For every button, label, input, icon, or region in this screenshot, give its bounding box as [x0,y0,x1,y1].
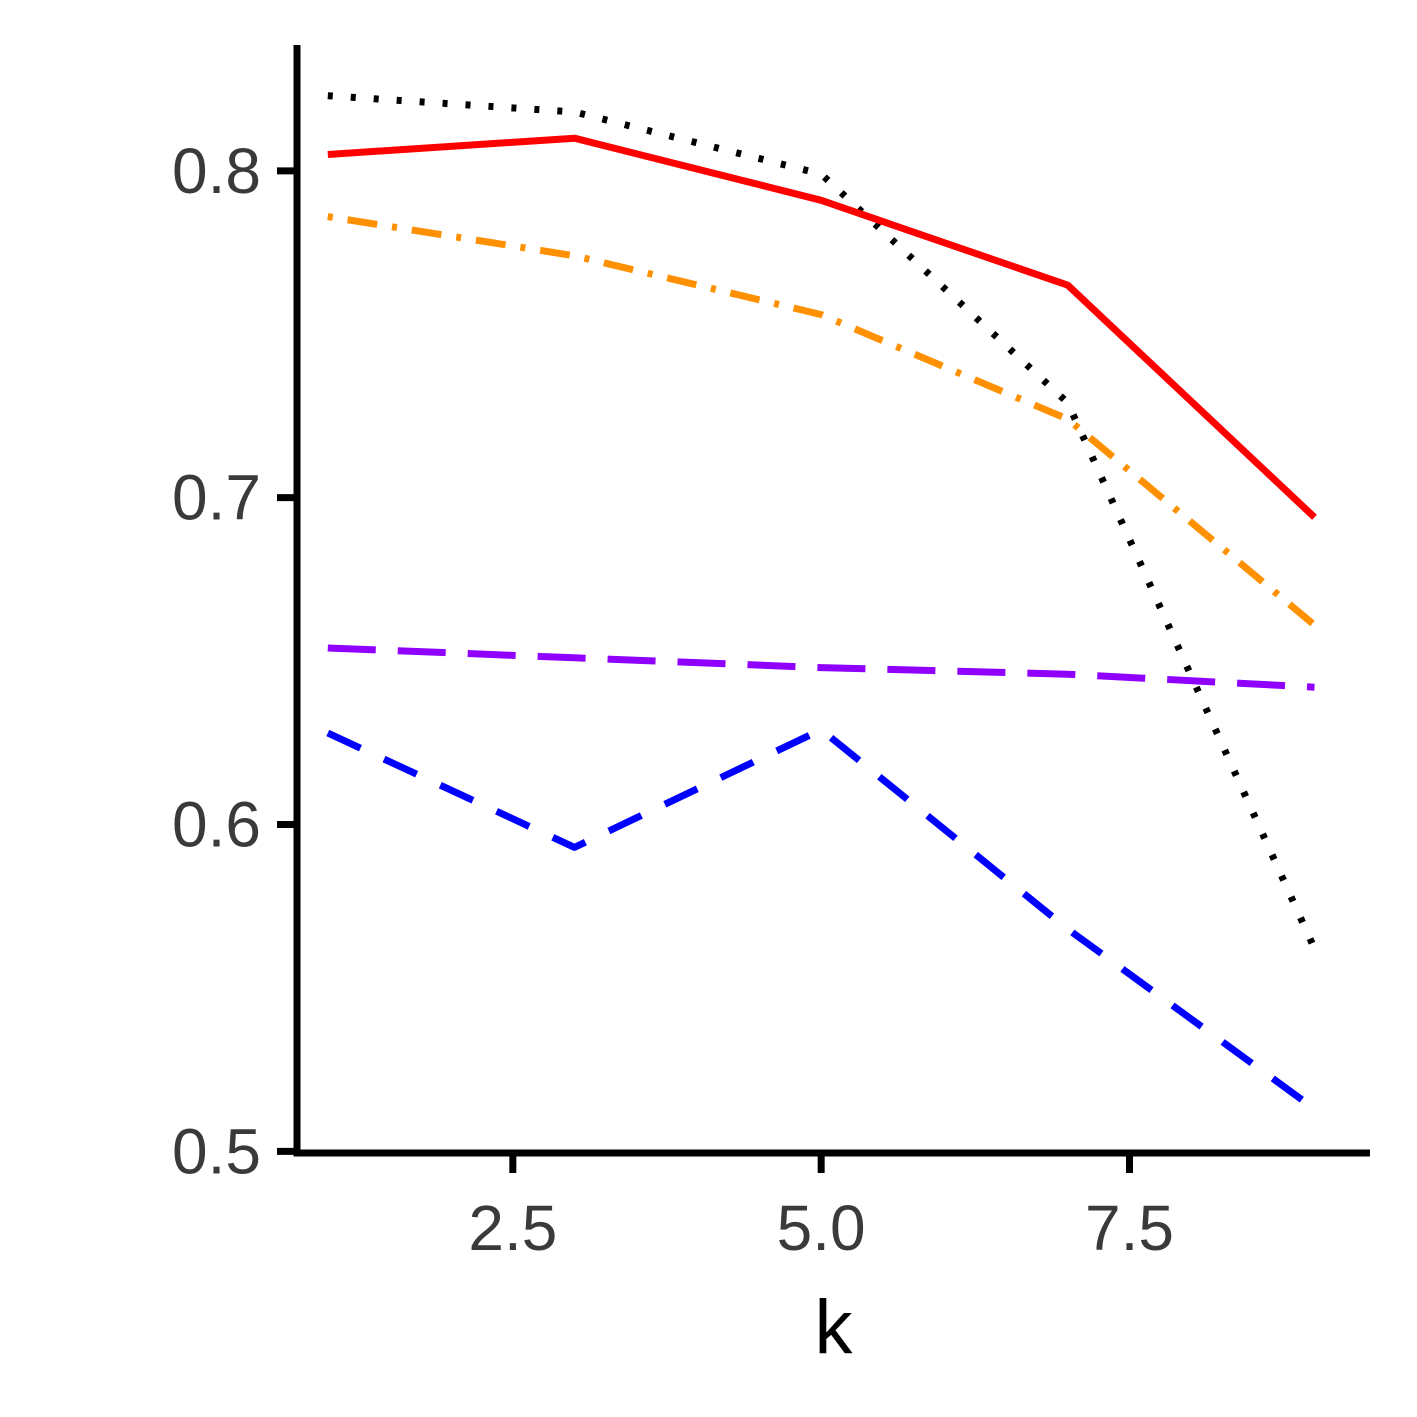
axes-layer [293,45,1370,1157]
y-tick-label: 0.8 [172,135,261,207]
x-axis-ticks: 2.5 5.0 7.5 [468,1153,1174,1264]
y-tick-label: 0.7 [172,462,261,534]
series-line-solid-red [327,134,1317,520]
y-tick-label: 0.6 [172,789,261,861]
series-layer [326,92,1318,1112]
series-line-dotted-black [327,92,1318,951]
series-line-longdash-purple [327,644,1315,691]
x-tick-label: 2.5 [468,1192,557,1264]
y-tick-label: 0.5 [172,1115,261,1187]
y-axis-ticks: 0.5 0.6 0.7 0.8 [172,135,297,1187]
series-line-dotdash-orange [327,213,1317,628]
x-tick-label: 5.0 [777,1192,866,1264]
series-line-dashed-blue [326,726,1317,1112]
x-axis-title: k [815,1285,854,1370]
x-tick-label: 7.5 [1085,1192,1174,1264]
